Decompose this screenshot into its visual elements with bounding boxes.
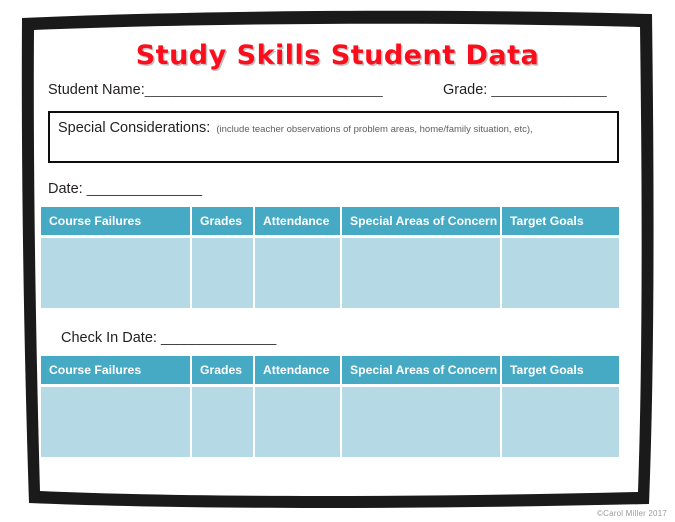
- special-considerations-hint: (include teacher observations of problem…: [216, 124, 533, 135]
- cell-course-failures[interactable]: [41, 387, 192, 457]
- column-header-grades: Grades: [192, 207, 255, 238]
- grade-label: Grade:: [443, 82, 488, 98]
- cell-special-areas-of-concern[interactable]: [342, 238, 502, 308]
- student-name-label: Student Name:: [48, 82, 145, 98]
- student-data-table-2: Course Failures Grades Attendance Specia…: [41, 356, 619, 457]
- date-rule-1: _______________: [86, 181, 202, 197]
- check-in-date-field[interactable]: Check In Date: _______________: [61, 330, 276, 346]
- student-name-rule: _______________________________: [144, 82, 383, 98]
- cell-special-areas-of-concern[interactable]: [342, 387, 502, 457]
- cell-grades[interactable]: [192, 238, 255, 308]
- cell-target-goals[interactable]: [502, 387, 619, 457]
- special-considerations-label: Special Considerations:: [58, 120, 211, 136]
- grade-rule: _______________: [491, 82, 607, 98]
- table-header-row: Course Failures Grades Attendance Specia…: [41, 207, 619, 238]
- column-header-attendance: Attendance: [255, 207, 342, 238]
- column-header-attendance: Attendance: [255, 356, 342, 387]
- grade-field[interactable]: Grade: _______________: [443, 82, 607, 98]
- cell-attendance[interactable]: [255, 387, 342, 457]
- column-header-target-goals: Target Goals: [502, 207, 619, 238]
- table-row: [41, 387, 619, 457]
- table-row: [41, 238, 619, 308]
- cell-course-failures[interactable]: [41, 238, 192, 308]
- date-field-1[interactable]: Date: _______________: [48, 181, 202, 197]
- cell-target-goals[interactable]: [502, 238, 619, 308]
- column-header-special-areas-of-concern: Special Areas of Concern: [342, 207, 502, 238]
- special-considerations-prompt: Special Considerations: (include teacher …: [50, 113, 617, 137]
- table-header-row: Course Failures Grades Attendance Specia…: [41, 356, 619, 387]
- check-in-date-rule: _______________: [160, 330, 276, 346]
- check-in-date-label: Check In Date:: [61, 330, 157, 346]
- student-data-table-1: Course Failures Grades Attendance Specia…: [41, 207, 619, 308]
- column-header-course-failures: Course Failures: [41, 207, 192, 238]
- special-considerations-box[interactable]: Special Considerations: (include teacher …: [48, 111, 619, 163]
- student-name-field[interactable]: Student Name:___________________________…: [48, 82, 383, 98]
- copyright-credit: ©Carol Miller 2017: [597, 509, 667, 518]
- cell-grades[interactable]: [192, 387, 255, 457]
- column-header-grades: Grades: [192, 356, 255, 387]
- column-header-target-goals: Target Goals: [502, 356, 619, 387]
- date-label-1: Date:: [48, 181, 83, 197]
- page-title: Study Skills Student Data: [135, 40, 540, 71]
- cell-attendance[interactable]: [255, 238, 342, 308]
- column-header-course-failures: Course Failures: [41, 356, 192, 387]
- column-header-special-areas-of-concern: Special Areas of Concern: [342, 356, 502, 387]
